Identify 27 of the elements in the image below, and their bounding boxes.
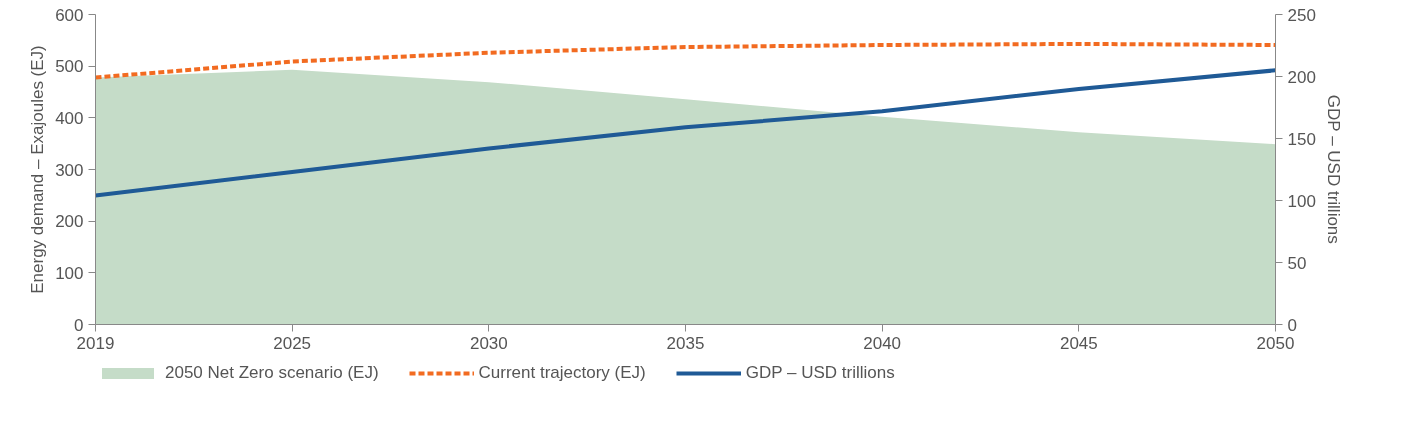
- y-tick-label: 600: [55, 5, 84, 25]
- legend-label: Current trajectory (EJ): [478, 363, 646, 383]
- y-axis-title: Energy demand – Exajoules (EJ): [28, 45, 48, 294]
- x-tick-label: 2025: [273, 333, 312, 353]
- line-series: [95, 68, 1276, 198]
- y-tick-label: 0: [74, 315, 84, 335]
- legend-label: GDP – USD trillions: [745, 363, 895, 383]
- y2-tick-label: 100: [1287, 191, 1316, 211]
- y-tick-label: 400: [55, 108, 84, 128]
- y-tick-label: 200: [55, 212, 84, 232]
- y2-axis-title: GDP – USD trillions: [1323, 94, 1343, 244]
- x-tick-label: 2035: [666, 333, 705, 353]
- y2-tick-label: 0: [1287, 315, 1297, 335]
- x-tick-label: 2040: [863, 333, 902, 353]
- y-tick-label: 100: [55, 263, 84, 283]
- y2-tick-label: 50: [1287, 253, 1307, 273]
- x-tick-label: 2045: [1059, 333, 1098, 353]
- line-series: [95, 41, 1276, 80]
- x-tick-label: 2050: [1256, 333, 1295, 353]
- y2-tick-label: 150: [1287, 129, 1316, 149]
- legend-label: 2050 Net Zero scenario (EJ): [165, 363, 379, 383]
- x-tick-label: 2019: [76, 333, 115, 353]
- x-tick-label: 2030: [469, 333, 508, 353]
- y2-tick-label: 200: [1287, 67, 1316, 87]
- y-tick-label: 500: [55, 57, 84, 77]
- y2-tick-label: 250: [1287, 5, 1316, 25]
- y-tick-label: 300: [55, 160, 84, 180]
